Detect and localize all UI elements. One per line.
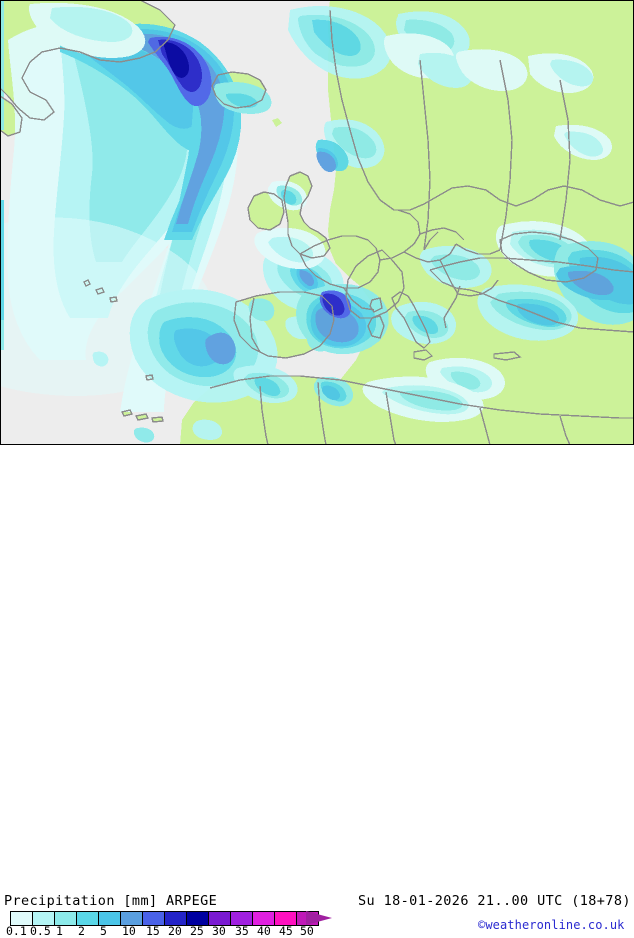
colorbar-label-30: 30 xyxy=(212,924,226,938)
colorbar-label-1: 1 xyxy=(56,924,63,938)
colorbar-overflow-arrow xyxy=(306,911,332,925)
border-layer xyxy=(0,0,634,445)
colorbar-label-50: 50 xyxy=(300,924,314,938)
colorbar-label-40: 40 xyxy=(257,924,271,938)
valid-datetime: Su 18-01-2026 21..00 UTC (18+78) xyxy=(358,893,631,909)
colorbar-label-2: 2 xyxy=(78,924,85,938)
colorbar-label-35: 35 xyxy=(235,924,249,938)
colorbar-label-0.5: 0.5 xyxy=(30,924,51,938)
colorbar-label-5: 5 xyxy=(100,924,107,938)
colorbar-label-45: 45 xyxy=(279,924,293,938)
colorbar-label-25: 25 xyxy=(190,924,204,938)
copyright-notice: ©weatheronline.co.uk xyxy=(478,918,625,932)
product-title: Precipitation [mm] ARPEGE xyxy=(4,893,218,909)
colorbar-label-15: 15 xyxy=(146,924,160,938)
precipitation-map[interactable] xyxy=(0,0,634,445)
colorbar-tick-labels: 0.1 0.5 1 2 5 10 15 20 25 30 35 40 45 50 xyxy=(0,924,330,938)
map-canvas xyxy=(0,0,634,445)
colorbar-label-0.1: 0.1 xyxy=(6,924,27,938)
precipitation-layer xyxy=(0,0,634,443)
colorbar-label-20: 20 xyxy=(168,924,182,938)
map-footer: Precipitation [mm] ARPEGE Su 18-01-2026 … xyxy=(0,445,634,938)
colorbar-label-10: 10 xyxy=(122,924,136,938)
